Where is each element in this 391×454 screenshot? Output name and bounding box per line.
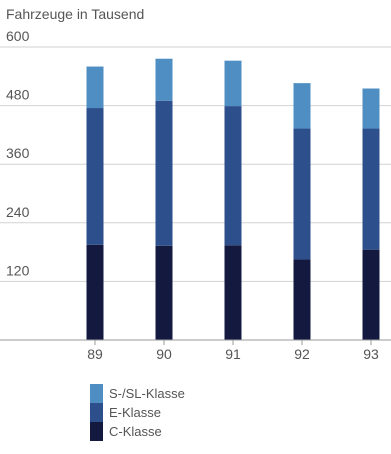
bar-segment — [362, 128, 380, 250]
y-tick-label: 120 — [6, 262, 30, 278]
bar-segment — [293, 259, 311, 340]
legend-label: S-/SL-Klasse — [109, 386, 185, 401]
y-tick-label: 480 — [6, 87, 30, 103]
bar-segment — [293, 128, 311, 260]
y-tick-label: 240 — [6, 204, 30, 220]
y-tick-label: 600 — [6, 28, 30, 44]
x-tick-label: 90 — [156, 346, 172, 362]
legend-label: E-Klasse — [109, 405, 162, 420]
bar-segment — [86, 244, 104, 340]
chart-legend: S-/SL-Klasse E-Klasse C-Klasse — [90, 384, 185, 441]
legend-swatch — [90, 403, 103, 422]
x-tick-label: 92 — [294, 346, 310, 362]
legend-swatch — [90, 422, 103, 441]
bar-segment — [86, 66, 104, 109]
chart-unit-label: Fahrzeuge in Tausend — [6, 6, 145, 22]
bar-segment — [224, 245, 242, 340]
legend-swatch — [90, 384, 103, 403]
bar-segment — [155, 245, 173, 340]
bar-segment — [224, 106, 242, 246]
x-tick-label: 91 — [225, 346, 241, 362]
y-tick-label: 360 — [6, 145, 30, 161]
legend-label: C-Klasse — [109, 424, 162, 439]
legend-item: E-Klasse — [90, 403, 185, 422]
bar-segment — [86, 108, 104, 245]
bar-segment — [155, 58, 173, 101]
x-tick-label: 93 — [363, 346, 379, 362]
legend-item: S-/SL-Klasse — [90, 384, 185, 403]
legend-item: C-Klasse — [90, 422, 185, 441]
bar-segment — [293, 83, 311, 129]
bar-segment — [224, 60, 242, 107]
bar-segment — [362, 249, 380, 340]
bar-segment — [155, 100, 173, 246]
bar-segment — [362, 88, 380, 129]
x-tick-label: 89 — [87, 346, 103, 362]
